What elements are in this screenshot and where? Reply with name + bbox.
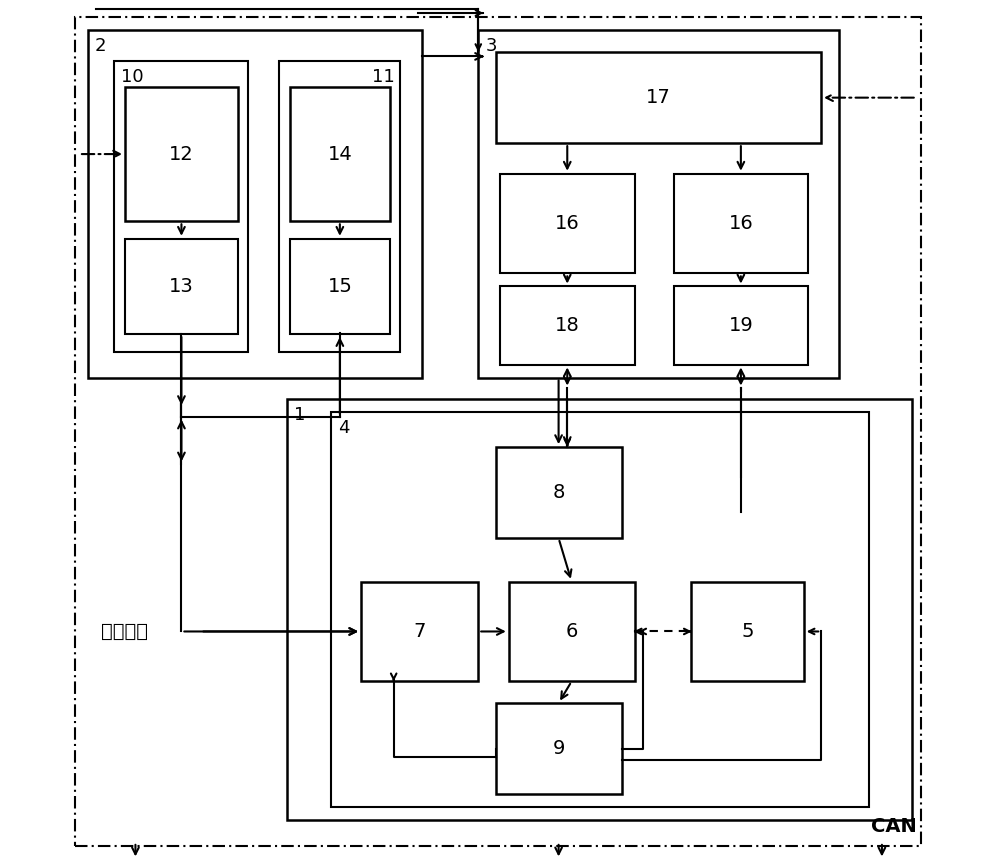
Bar: [290, 87, 390, 221]
Text: 4: 4: [338, 419, 349, 437]
Bar: [279, 61, 400, 352]
Bar: [674, 174, 808, 273]
Text: CAN: CAN: [871, 817, 917, 836]
Text: 17: 17: [646, 89, 671, 107]
Bar: [331, 412, 869, 807]
Text: 1: 1: [294, 406, 306, 424]
Bar: [500, 174, 635, 273]
Bar: [287, 399, 912, 820]
Bar: [478, 30, 839, 378]
Text: 2: 2: [95, 37, 106, 56]
Text: 13: 13: [169, 277, 194, 296]
Text: 14: 14: [327, 145, 352, 163]
Bar: [125, 239, 238, 334]
Bar: [88, 30, 422, 378]
Bar: [496, 52, 821, 143]
Bar: [125, 87, 238, 221]
Text: 11: 11: [372, 68, 395, 86]
Text: 8: 8: [552, 483, 565, 502]
Text: 10: 10: [121, 68, 143, 86]
Text: 16: 16: [728, 214, 753, 233]
Bar: [114, 61, 248, 352]
Bar: [691, 582, 804, 681]
Text: 5: 5: [741, 622, 754, 641]
Text: 18: 18: [555, 316, 580, 335]
Bar: [500, 286, 635, 365]
Bar: [509, 582, 635, 681]
Text: 外部供电: 外部供电: [101, 622, 148, 641]
Text: 9: 9: [552, 740, 565, 758]
Bar: [496, 703, 622, 794]
Text: 12: 12: [169, 145, 194, 163]
Text: 3: 3: [485, 37, 497, 56]
Text: 6: 6: [565, 622, 578, 641]
Text: 7: 7: [414, 622, 426, 641]
Bar: [290, 239, 390, 334]
Bar: [674, 286, 808, 365]
Text: 16: 16: [555, 214, 580, 233]
Bar: [361, 582, 478, 681]
Text: 19: 19: [728, 316, 753, 335]
Text: 15: 15: [327, 277, 352, 296]
Bar: [496, 447, 622, 538]
